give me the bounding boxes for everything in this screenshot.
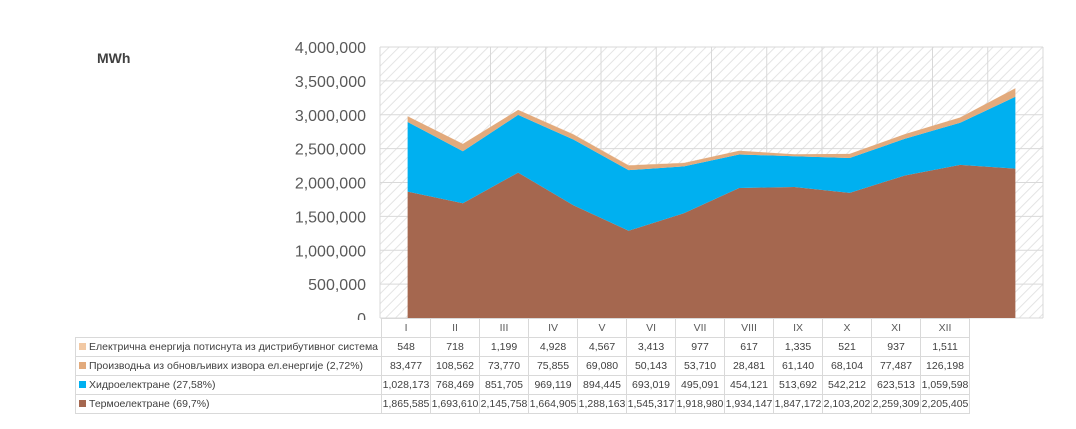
table-cell: 1,545,317 [626, 394, 677, 414]
table-cell: 768,469 [430, 375, 481, 395]
table-cell: 1,934,147 [724, 394, 775, 414]
x-category-label: IV [528, 318, 579, 338]
table-cell: 623,513 [871, 375, 922, 395]
legend-label: Производња из обновљивих извора ел.енерг… [89, 360, 364, 372]
table-cell: 513,692 [773, 375, 824, 395]
table-cell: 617 [724, 337, 775, 357]
table-cell: 75,855 [528, 356, 579, 376]
table-cell: 969,119 [528, 375, 579, 395]
y-tick-label: 2,500,000 [295, 142, 366, 159]
table-cell: 1,028,173 [381, 375, 432, 395]
x-category-label: VII [675, 318, 726, 338]
table-cell: 28,481 [724, 356, 775, 376]
data-table: I II III IV V VI VII VIII IX X XI XII Електрична ене… [74, 318, 971, 414]
table-cell: 1,199 [479, 337, 530, 357]
table-header-row: I II III IV V VI VII VIII IX X XI XII [75, 318, 971, 338]
table-cell: 1,335 [773, 337, 824, 357]
legend-swatch [79, 362, 86, 369]
table-cell: 1,511 [920, 337, 971, 357]
table-cell: 1,693,610 [430, 394, 481, 414]
table-cell: 454,121 [724, 375, 775, 395]
table-cell: 495,091 [675, 375, 726, 395]
table-cell: 61,140 [773, 356, 824, 376]
table-cell: 851,705 [479, 375, 530, 395]
x-category-label: VIII [724, 318, 775, 338]
table-cell: 69,080 [577, 356, 628, 376]
table-cell: 542,212 [822, 375, 873, 395]
table-cell: 2,259,309 [871, 394, 922, 414]
legend-label: Хидроелектране (27,58%) [89, 379, 216, 391]
table-cell: 718 [430, 337, 481, 357]
area-series-1 [407, 96, 1016, 231]
y-tick-label: 500,000 [308, 277, 366, 294]
table-cell: 1,059,598 [920, 375, 971, 395]
table-cell: 1,664,905 [528, 394, 579, 414]
legend-swatch [79, 381, 86, 388]
table-row: Производња из обновљивих извора ел.енерг… [74, 356, 971, 376]
table-cell: 126,198 [920, 356, 971, 376]
table-cell: 894,445 [577, 375, 628, 395]
x-category-label: II [430, 318, 481, 338]
table-cell: 2,205,405 [920, 394, 971, 414]
table-cell: 693,019 [626, 375, 677, 395]
y-tick-label: 3,000,000 [295, 108, 366, 125]
table-cell: 2,145,758 [479, 394, 530, 414]
table-row: Хидроелектране (27,58%) 1,028,173 768,469 8… [74, 375, 971, 395]
table-cell: 53,710 [675, 356, 726, 376]
legend-label: Електрична енергија потиснута из дистриб… [89, 341, 379, 353]
y-tick-label: 3,500,000 [295, 74, 366, 91]
x-category-label: III [479, 318, 530, 338]
table-cell: 83,477 [381, 356, 432, 376]
y-axis-unit-label: MWh [97, 50, 131, 66]
table-row: Електрична енергија потиснута из дистриб… [74, 337, 971, 357]
area-series-2 [407, 88, 1016, 171]
legend-label: Термоелектране (69,7%) [89, 398, 210, 410]
x-category-label: V [577, 318, 628, 338]
x-category-label: X [822, 318, 873, 338]
y-tick-label: 1,000,000 [295, 243, 366, 260]
table-cell: 68,104 [822, 356, 873, 376]
table-row: Термоелектране (69,7%) 1,865,585 1,693,610… [74, 394, 971, 414]
table-cell: 1,288,163 [577, 394, 628, 414]
table-cell: 77,487 [871, 356, 922, 376]
table-cell: 1,847,172 [773, 394, 824, 414]
y-tick-label: 2,000,000 [295, 176, 366, 193]
y-tick-label: 1,500,000 [295, 209, 366, 226]
table-cell: 73,770 [479, 356, 530, 376]
table-cell: 4,928 [528, 337, 579, 357]
area-series-0 [407, 164, 1016, 318]
x-category-label: XII [920, 318, 971, 338]
stacked-area-chart: 0 500,000 1,000,000 1,500,000 2,000,000 2,500… [295, 40, 1044, 320]
x-category-label: XI [871, 318, 922, 338]
table-cell: 50,143 [626, 356, 677, 376]
legend-swatch [79, 400, 86, 407]
table-cell: 4,567 [577, 337, 628, 357]
table-cell: 3,413 [626, 337, 677, 357]
x-category-label: VI [626, 318, 677, 338]
table-cell: 937 [871, 337, 922, 357]
table-cell: 108,562 [430, 356, 481, 376]
table-cell: 2,103,202 [822, 394, 873, 414]
x-category-label: I [381, 318, 432, 338]
x-category-label: IX [773, 318, 824, 338]
table-cell: 1,865,585 [381, 394, 432, 414]
table-cell: 548 [381, 337, 432, 357]
legend-swatch [79, 343, 86, 350]
y-tick-label: 0 [357, 311, 366, 320]
table-cell: 977 [675, 337, 726, 357]
y-tick-label: 4,000,000 [295, 40, 366, 57]
table-cell: 521 [822, 337, 873, 357]
table-cell: 1,918,980 [675, 394, 726, 414]
